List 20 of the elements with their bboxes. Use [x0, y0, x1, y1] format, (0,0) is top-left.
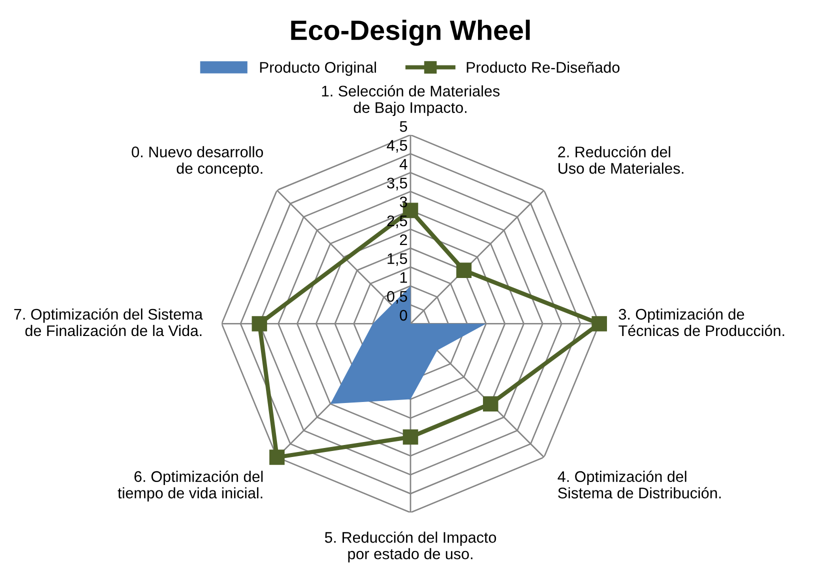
chart-title: Eco-Design Wheel: [291, 20, 530, 46]
y-tick-label: 0: [400, 310, 408, 321]
spoke-label: 6. Optimización del tiempo de vida inicial.: [118, 470, 263, 502]
y-tick-label: 1,5: [388, 253, 408, 266]
spoke-label: 4. Optimización del Sistema de Distribución.: [558, 470, 721, 498]
legend-label: Producto Original: [260, 62, 376, 76]
y-tick-label: 1: [400, 272, 407, 283]
y-tick-label: 5: [400, 121, 408, 132]
spoke-label: 1. Selección de Materiales de Bajo Impacto.: [322, 85, 500, 116]
y-tick-label: 4: [400, 158, 408, 170]
spoke-label: 0. Nuevo desarrollo de concepto.: [132, 146, 263, 177]
spoke-label: 3. Optimización de Técnicas de Producción.: [618, 308, 784, 336]
spoke-label: 5. Reducción del Impacto por estado de uso.: [324, 531, 496, 562]
legend-label: Producto Re-Diseñado: [466, 62, 620, 73]
spoke-label: 2. Reducción del Uso de Materiales.: [558, 146, 684, 174]
y-tick-label: 3,5: [387, 178, 408, 190]
y-tick-label: 4,5: [386, 140, 408, 153]
y-tick-label: 2: [400, 234, 407, 246]
spoke-label: 7. Optimización del Sistema de Finalización de la Vida.: [14, 308, 203, 336]
y-tick-label: 3: [400, 196, 408, 208]
